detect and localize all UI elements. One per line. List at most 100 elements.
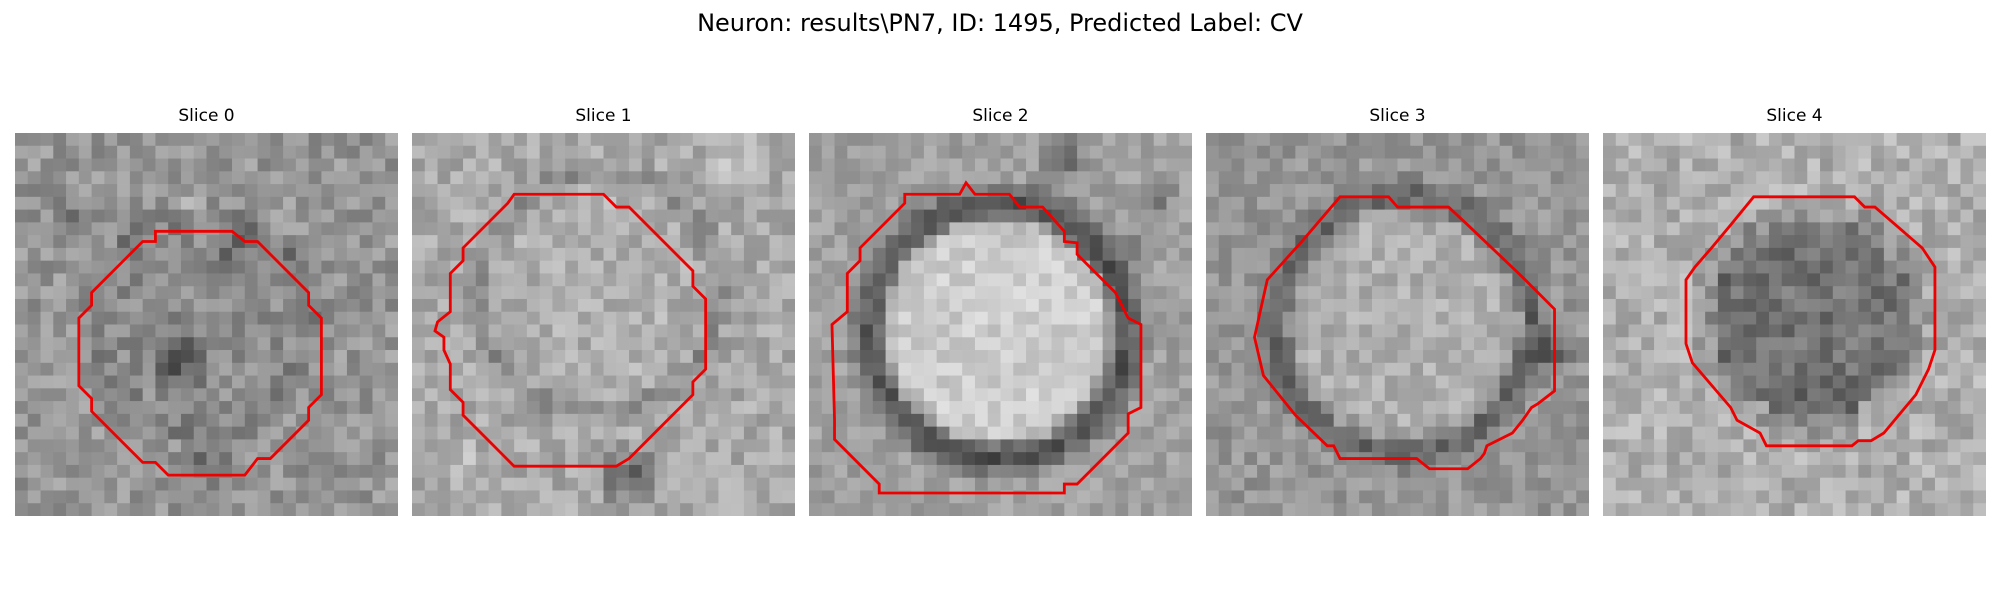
pixel	[1153, 158, 1167, 172]
pixel	[412, 439, 426, 453]
pixel	[514, 439, 528, 453]
pixel	[1820, 324, 1834, 338]
pixel	[1013, 337, 1027, 351]
pixel	[1013, 413, 1027, 428]
pixel	[1922, 133, 1936, 147]
pixel	[1128, 184, 1142, 198]
pixel	[1934, 158, 1949, 172]
pixel	[1282, 145, 1296, 159]
pixel	[1499, 350, 1513, 364]
pixel	[526, 464, 541, 479]
pixel	[1038, 388, 1052, 402]
pixel	[1013, 235, 1027, 249]
pixel	[539, 413, 553, 428]
pixel	[1717, 439, 1732, 453]
pixel	[629, 158, 643, 172]
pixel	[15, 184, 29, 198]
pixel	[577, 413, 592, 428]
pixel	[1333, 145, 1347, 159]
pixel	[104, 235, 118, 249]
pixel	[641, 375, 655, 389]
pixel	[680, 247, 694, 262]
pixel	[1000, 196, 1014, 210]
pixel	[142, 477, 156, 491]
pixel	[1384, 439, 1398, 453]
pixel	[1807, 426, 1821, 440]
pixel	[885, 247, 899, 262]
pixel	[1026, 452, 1040, 466]
pixel	[1934, 362, 1949, 376]
pixel	[911, 477, 925, 491]
pixel	[629, 222, 643, 236]
pixel	[743, 158, 758, 172]
pixel	[1705, 452, 1719, 466]
pixel	[424, 452, 438, 466]
pixel	[577, 171, 592, 185]
pixel	[1026, 273, 1040, 287]
pixel	[1973, 184, 1986, 198]
pixel	[283, 464, 297, 479]
pixel	[346, 503, 361, 516]
pixel	[359, 196, 373, 210]
pixel	[1295, 209, 1309, 223]
pixel	[1013, 503, 1027, 516]
pixel	[180, 171, 195, 185]
pixel	[412, 196, 426, 210]
pixel	[756, 362, 770, 376]
pixel	[629, 311, 643, 325]
pixel	[565, 145, 579, 159]
pixel	[962, 184, 976, 198]
pixel	[847, 439, 861, 453]
pixel	[1115, 503, 1129, 516]
pixel	[1410, 222, 1424, 236]
pixel	[1666, 286, 1680, 300]
pixel	[1896, 298, 1910, 313]
pixel	[616, 464, 630, 479]
pixel	[437, 286, 451, 300]
pixel	[1461, 298, 1475, 313]
pixel	[78, 490, 92, 504]
pixel	[1768, 413, 1783, 428]
pixel	[40, 273, 54, 287]
pixel	[641, 350, 655, 364]
pixel	[1435, 311, 1449, 325]
pixel	[1666, 337, 1680, 351]
pixel	[1756, 324, 1770, 338]
pixel	[1603, 196, 1617, 210]
pixel	[565, 171, 579, 185]
pixel	[1244, 362, 1258, 376]
pixel	[590, 362, 604, 376]
pixel	[412, 286, 426, 300]
pixel	[219, 362, 233, 376]
pixel	[1320, 503, 1335, 516]
pixel	[1295, 477, 1309, 491]
pixel	[1423, 439, 1437, 453]
pixel	[847, 196, 861, 210]
pixel	[641, 145, 655, 159]
pixel	[193, 171, 207, 185]
pixel	[1282, 298, 1296, 313]
pixel	[1231, 401, 1245, 415]
pixel	[1871, 286, 1885, 300]
pixel	[1000, 388, 1014, 402]
pixel	[1871, 247, 1885, 262]
pixel	[552, 324, 566, 338]
pixel	[450, 273, 464, 287]
pixel	[1153, 286, 1167, 300]
pixel	[78, 452, 92, 466]
pixel	[1051, 158, 1065, 172]
pixel	[1269, 362, 1283, 376]
pixel	[1474, 439, 1488, 453]
pixel	[1461, 184, 1475, 198]
pixel	[1743, 337, 1757, 351]
pixel	[1820, 490, 1834, 504]
pixel	[962, 298, 976, 313]
pixel	[1807, 350, 1821, 364]
pixel	[923, 350, 938, 364]
pixel	[872, 171, 886, 185]
pixel	[936, 311, 950, 325]
pixel	[1102, 171, 1116, 185]
pixel	[718, 184, 732, 198]
pixel	[821, 209, 835, 223]
pixel	[769, 196, 783, 210]
